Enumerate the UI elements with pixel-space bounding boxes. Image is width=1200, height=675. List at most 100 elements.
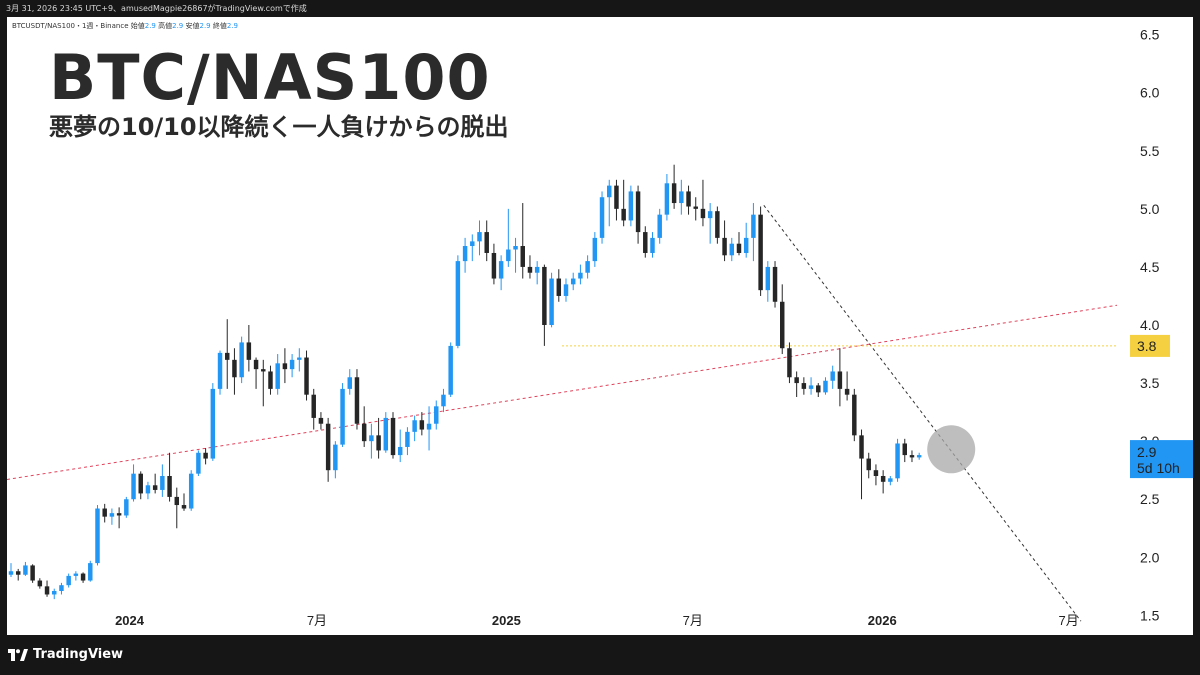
candle-body — [902, 443, 908, 456]
candle-body — [808, 385, 814, 389]
candle-body — [455, 261, 461, 346]
candle-body — [506, 249, 511, 262]
x-tick-label: 2026 — [868, 613, 897, 628]
y-tick-label: 6.0 — [1140, 85, 1160, 101]
x-tick-label: 7月 — [1058, 613, 1078, 628]
candle-body — [361, 423, 367, 442]
candle-body — [628, 191, 634, 221]
candle-body — [203, 452, 208, 459]
candle-body — [787, 348, 792, 378]
candle-body — [282, 363, 288, 370]
candle-body — [289, 359, 295, 370]
highlight-circle — [927, 425, 976, 474]
candle-body — [109, 513, 115, 517]
candle-body — [325, 423, 331, 471]
candle-body — [664, 183, 670, 215]
candle-body — [232, 359, 237, 378]
candle-body — [592, 237, 598, 262]
candle-body — [542, 266, 547, 325]
candle-body — [138, 473, 143, 494]
candle-body — [88, 563, 93, 581]
y-tick-label: 1.5 — [1140, 607, 1160, 623]
candle-body — [909, 455, 915, 458]
candle-body — [196, 452, 201, 474]
y-tick-label: 5.5 — [1140, 143, 1160, 159]
candle-body — [73, 573, 79, 576]
high-label: 高値 — [158, 22, 173, 30]
low-label: 安値 — [185, 22, 200, 30]
tradingview-logo[interactable]: TradingView — [8, 647, 123, 662]
symbol-info: BTCUSDT/NAS100・1週・Binance 始値2.9 高値2.9 安値… — [12, 21, 238, 31]
candle-body — [823, 380, 828, 393]
candle-body — [527, 266, 533, 273]
symbol-name: BTCUSDT/NAS100・1週・Binance — [12, 22, 129, 30]
candle-body — [707, 211, 713, 219]
last-price-label: 2.9 — [1137, 444, 1157, 460]
y-tick-label: 5.0 — [1140, 201, 1160, 217]
chart-panel[interactable]: 1.52.02.53.03.54.04.55.05.56.06.520247月2… — [7, 17, 1193, 635]
candle-body — [66, 575, 71, 586]
candle-body — [167, 476, 172, 497]
candle-body — [124, 499, 129, 516]
candle-body — [174, 496, 180, 506]
candle-body — [888, 478, 893, 482]
tradingview-brand: TradingView — [33, 647, 124, 662]
x-tick-label: 2025 — [492, 613, 521, 628]
candle-body — [23, 565, 28, 575]
candle-body — [599, 197, 605, 238]
candle-body — [607, 185, 612, 198]
candle-body — [563, 284, 569, 296]
candle-body — [916, 455, 922, 458]
candle-body — [441, 394, 446, 407]
candle-body — [715, 211, 720, 238]
candle-body — [614, 185, 619, 209]
candle-body — [448, 345, 453, 395]
candle-body — [412, 420, 417, 432]
candle-body — [700, 208, 706, 219]
candle-body — [275, 363, 280, 389]
candle-body — [37, 580, 43, 587]
candle-body — [311, 394, 316, 418]
candle-body — [520, 246, 525, 267]
x-tick-label: 2024 — [115, 613, 145, 628]
candle-body — [224, 352, 230, 360]
open-value: 2.9 — [144, 22, 156, 30]
high-value: 2.9 — [172, 22, 184, 30]
candle-body — [578, 272, 583, 279]
candle-body — [722, 237, 727, 256]
x-tick-label: 7月 — [683, 613, 703, 628]
candle-body — [621, 208, 626, 221]
candle-body — [736, 243, 742, 253]
candle-body — [354, 377, 360, 424]
candle-body — [462, 246, 468, 262]
candle-body — [268, 371, 273, 389]
candle-body — [59, 585, 64, 591]
candle-body — [160, 476, 165, 490]
candle-body — [188, 473, 194, 509]
candle-body — [743, 237, 749, 253]
y-tick-label: 2.0 — [1140, 549, 1160, 565]
candle-body — [210, 388, 216, 459]
candle-body — [880, 476, 886, 482]
candle-body — [318, 417, 324, 424]
candlestick-chart[interactable]: 1.52.02.53.03.54.04.55.05.56.06.520247月2… — [7, 17, 1193, 635]
top-bar: 3月 31, 2026 23:45 UTC+9、amusedMagpie2686… — [0, 0, 1200, 17]
candle-body — [333, 444, 338, 471]
candle-body — [491, 252, 497, 279]
candle-body — [852, 394, 857, 436]
candle-body — [635, 191, 641, 233]
candle-body — [671, 183, 677, 204]
open-label: 始値 — [130, 22, 145, 30]
close-value: 2.9 — [226, 22, 238, 30]
candle-body — [340, 388, 345, 445]
y-tick-label: 4.0 — [1140, 317, 1160, 333]
candle-body — [679, 191, 684, 204]
candle-body — [181, 505, 187, 509]
candle-body — [513, 246, 518, 250]
candle-body — [693, 206, 698, 209]
candle-body — [643, 232, 648, 253]
candle-body — [15, 571, 21, 575]
chart-title: BTC/NAS100 — [49, 41, 491, 114]
candle-body — [44, 586, 50, 595]
candle-body — [95, 508, 100, 564]
